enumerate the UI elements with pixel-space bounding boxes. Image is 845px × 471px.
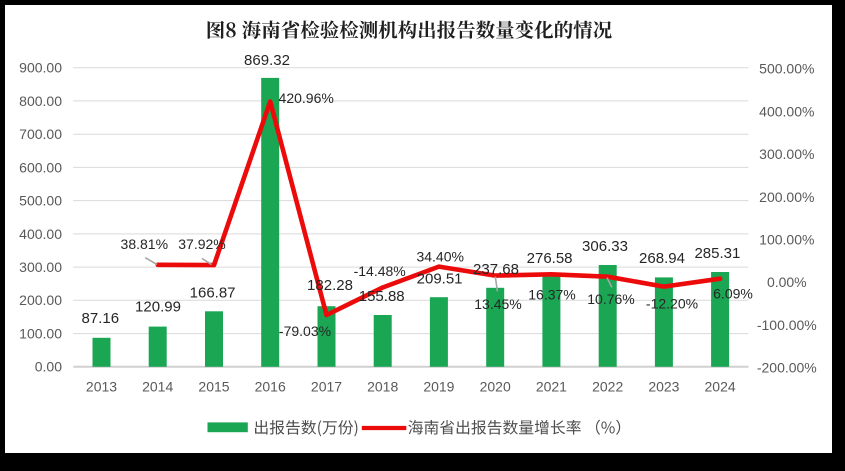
- svg-text:306.33: 306.33: [582, 238, 628, 255]
- svg-text:13.45%: 13.45%: [474, 296, 521, 312]
- svg-text:2018: 2018: [367, 378, 398, 394]
- svg-text:16.37%: 16.37%: [528, 287, 575, 303]
- svg-text:2021: 2021: [536, 378, 567, 394]
- svg-text:-200.00%: -200.00%: [757, 360, 817, 376]
- svg-text:2016: 2016: [255, 378, 286, 394]
- svg-text:2013: 2013: [86, 378, 117, 394]
- svg-text:-12.20%: -12.20%: [646, 296, 698, 312]
- svg-text:2022: 2022: [592, 378, 623, 394]
- svg-text:38.81%: 38.81%: [121, 236, 168, 252]
- svg-text:-14.48%: -14.48%: [354, 263, 406, 279]
- svg-text:700.00: 700.00: [19, 126, 62, 142]
- svg-text:900.00: 900.00: [19, 60, 62, 76]
- svg-text:200.00: 200.00: [19, 292, 62, 308]
- svg-text:2020: 2020: [480, 378, 511, 394]
- svg-text:2014: 2014: [142, 378, 173, 394]
- svg-text:2023: 2023: [648, 378, 679, 394]
- svg-text:166.87: 166.87: [190, 284, 236, 301]
- svg-text:2015: 2015: [198, 378, 229, 394]
- svg-text:0.00: 0.00: [35, 359, 62, 375]
- svg-text:0.00%: 0.00%: [767, 274, 807, 290]
- svg-text:285.31: 285.31: [694, 245, 740, 262]
- svg-text:600.00: 600.00: [19, 159, 62, 175]
- svg-text:37.92%: 37.92%: [178, 236, 225, 252]
- svg-text:500.00%: 500.00%: [759, 61, 814, 77]
- svg-text:10.76%: 10.76%: [587, 291, 634, 307]
- svg-text:2017: 2017: [311, 378, 342, 394]
- svg-text:120.99: 120.99: [135, 299, 181, 316]
- svg-text:800.00: 800.00: [19, 93, 62, 109]
- svg-text:300.00%: 300.00%: [759, 146, 814, 162]
- svg-text:200.00%: 200.00%: [759, 189, 814, 205]
- svg-text:420.96%: 420.96%: [279, 90, 334, 106]
- svg-text:400.00: 400.00: [19, 226, 62, 242]
- svg-text:182.28: 182.28: [307, 277, 353, 294]
- svg-text:276.58: 276.58: [527, 250, 573, 267]
- svg-text:500.00: 500.00: [19, 193, 62, 209]
- svg-text:155.88: 155.88: [359, 288, 405, 305]
- svg-text:268.94: 268.94: [639, 250, 685, 267]
- svg-text:6.09%: 6.09%: [713, 286, 753, 302]
- svg-text:2019: 2019: [423, 378, 454, 394]
- svg-text:2024: 2024: [705, 378, 736, 394]
- svg-text:400.00%: 400.00%: [759, 103, 814, 119]
- svg-text:100.00%: 100.00%: [759, 232, 814, 248]
- svg-text:869.32: 869.32: [244, 52, 290, 69]
- svg-text:-100.00%: -100.00%: [757, 317, 817, 333]
- svg-text:209.51: 209.51: [417, 270, 463, 287]
- svg-text:34.40%: 34.40%: [416, 248, 463, 264]
- svg-text:100.00: 100.00: [19, 326, 62, 342]
- svg-text:300.00: 300.00: [19, 259, 62, 275]
- svg-text:237.68: 237.68: [473, 261, 519, 278]
- svg-text:-79.03%: -79.03%: [279, 323, 331, 339]
- svg-text:87.16: 87.16: [82, 310, 120, 327]
